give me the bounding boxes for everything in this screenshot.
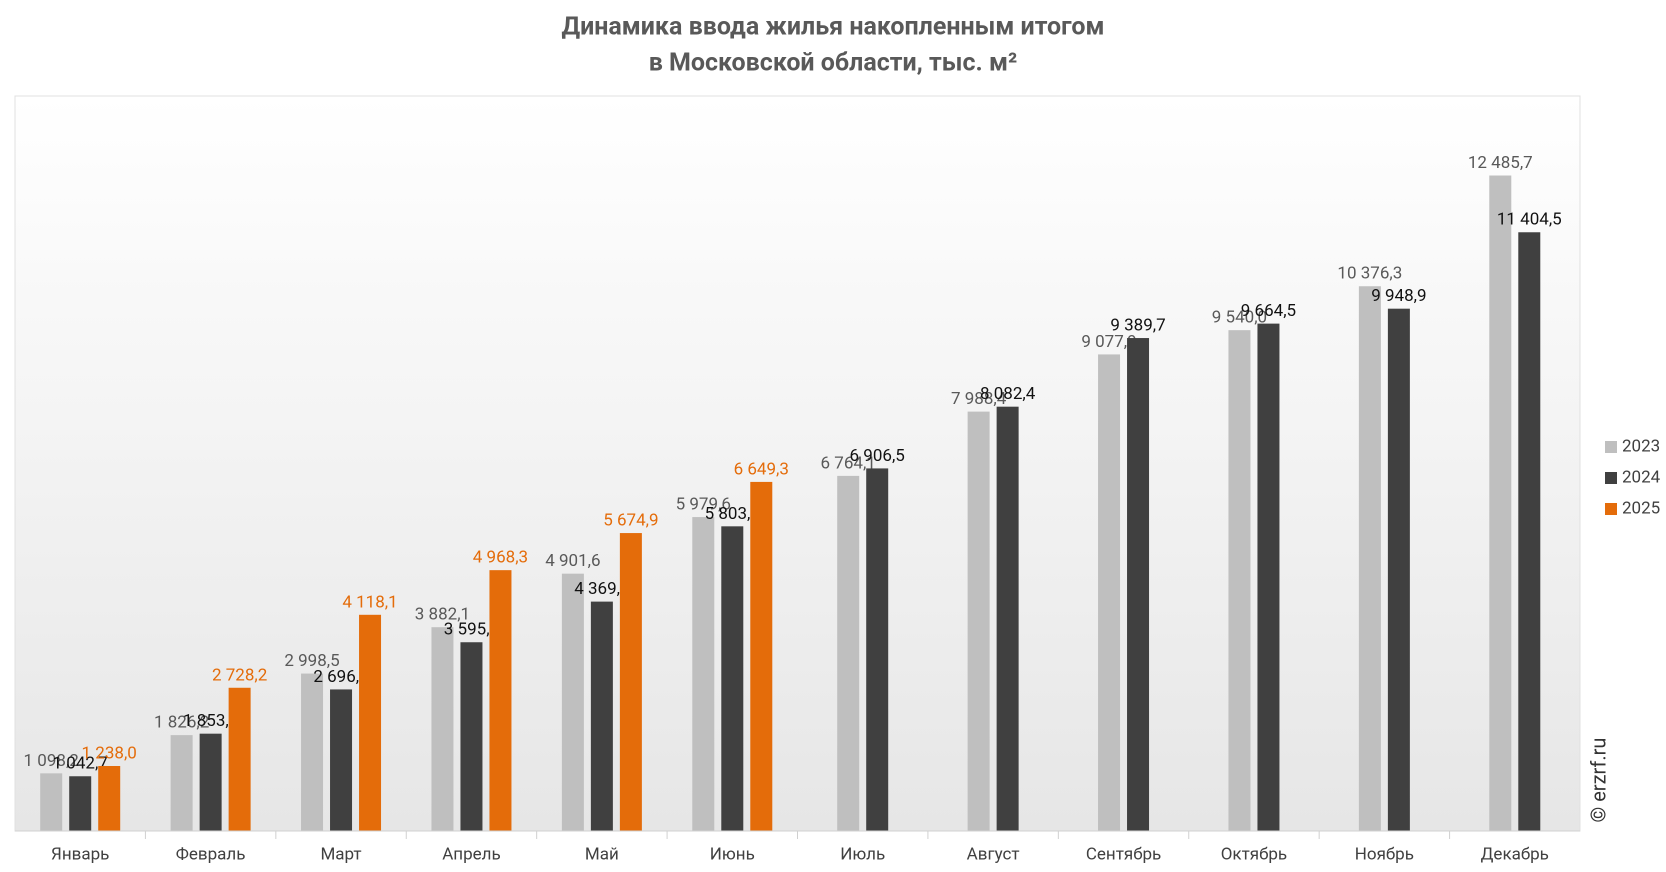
chart-subtitle: в Московской области, тыс. м² — [649, 49, 1018, 78]
data-label: 1 238,0 — [82, 743, 137, 763]
data-label: 4 968,3 — [473, 548, 528, 568]
bar — [460, 642, 483, 831]
data-label: 6 649,3 — [734, 459, 789, 479]
chart-title: Динамика ввода жилья накопленным итогом — [561, 13, 1104, 42]
x-tick-label: Ноябрь — [1355, 844, 1414, 864]
legend-label: 2023 — [1622, 436, 1660, 456]
bar — [866, 468, 889, 831]
data-label: 9 540,0 — [1212, 308, 1267, 328]
bar — [619, 533, 642, 831]
bar — [1257, 323, 1280, 831]
data-label: 4 901,6 — [545, 551, 600, 571]
x-tick-label: Сентябрь — [1086, 844, 1161, 864]
data-label: 7 988,4 — [951, 389, 1007, 409]
legend-swatch — [1605, 472, 1617, 484]
legend-label: 2024 — [1622, 467, 1661, 487]
x-tick-label: Декабрь — [1481, 844, 1549, 864]
data-label: 9 389,7 — [1110, 316, 1165, 336]
data-label: 1 826,2 — [154, 713, 209, 733]
x-tick-label: Май — [585, 844, 619, 864]
data-label: 1 098,2 — [24, 751, 79, 771]
bar — [98, 766, 121, 831]
data-label: 4 118,1 — [342, 592, 397, 612]
data-label: 2 998,5 — [284, 651, 339, 671]
source: © erzrf.ru — [1586, 738, 1610, 823]
bar — [199, 733, 222, 831]
bar — [996, 406, 1019, 831]
data-label: 2 728,2 — [212, 665, 267, 685]
plot-area — [14, 95, 1581, 832]
bar — [1228, 330, 1251, 831]
legend-swatch — [1605, 441, 1617, 453]
bar — [1489, 175, 1512, 832]
bar — [1387, 308, 1410, 831]
data-label: 8 082,4 — [980, 384, 1036, 404]
x-tick-label: Апрель — [442, 844, 501, 864]
bar — [40, 773, 63, 831]
bar — [228, 687, 251, 831]
legend-label: 2025 — [1622, 498, 1660, 518]
data-label: 5 674,9 — [603, 511, 658, 531]
x-tick-label: Январь — [51, 844, 109, 864]
data-label: 3 595,3 — [444, 620, 499, 640]
x-tick-label: Июнь — [710, 844, 755, 864]
data-label: 2 696,5 — [313, 667, 368, 687]
bar — [750, 481, 773, 831]
bar — [692, 517, 715, 831]
data-label: 10 376,3 — [1337, 264, 1402, 284]
x-tick-label: Июль — [840, 844, 885, 864]
bar — [69, 776, 92, 831]
x-tick-label: Март — [320, 844, 361, 864]
data-label: 9 077,9 — [1081, 332, 1136, 352]
bar — [1127, 338, 1150, 831]
x-tick-label: Октябрь — [1221, 844, 1287, 864]
data-label: 6 906,5 — [850, 446, 905, 466]
data-label: 9 948,9 — [1371, 286, 1426, 306]
data-label: 1 853,8 — [183, 711, 238, 731]
bar — [359, 614, 382, 831]
data-label: 9 664,5 — [1241, 301, 1296, 321]
data-label: 12 485,7 — [1468, 153, 1533, 173]
bar — [301, 673, 324, 831]
bar — [1098, 354, 1121, 831]
data-label: 5 979,6 — [676, 495, 731, 515]
data-label: 5 803,4 — [705, 504, 761, 524]
data-label: 11 404,5 — [1497, 210, 1562, 230]
bar — [590, 601, 613, 831]
data-label: 3 882,1 — [415, 605, 470, 625]
data-label: 4 369,3 — [574, 579, 629, 599]
data-label: 1 042,7 — [53, 754, 108, 774]
legend-swatch — [1605, 503, 1617, 515]
bar — [170, 735, 193, 831]
bar — [561, 573, 584, 831]
bar — [1518, 232, 1541, 832]
bar — [431, 627, 454, 831]
x-tick-label: Февраль — [176, 844, 246, 864]
bar — [330, 689, 353, 831]
bar — [1358, 286, 1381, 831]
bar — [837, 475, 860, 831]
bar — [721, 526, 744, 831]
x-tick-label: Август — [967, 844, 1020, 864]
bar — [967, 411, 990, 831]
data-label: 6 764,1 — [821, 453, 876, 473]
bar — [489, 570, 512, 831]
